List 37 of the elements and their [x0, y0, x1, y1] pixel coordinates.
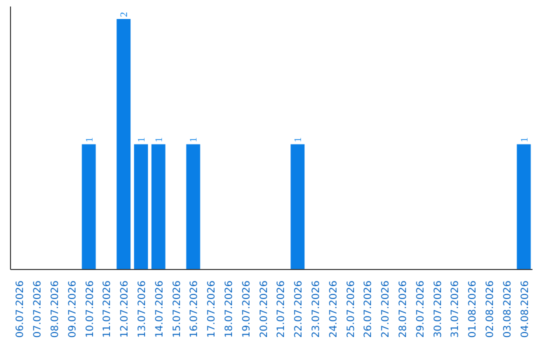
x-tick-label: 06.07.2026: [15, 280, 26, 338]
x-tick-label: 24.07.2026: [328, 280, 340, 338]
x-tick-label: 15.07.2026: [172, 280, 183, 338]
x-tick-label: 28.07.2026: [398, 280, 409, 338]
x-tick-label: 08.07.2026: [50, 280, 61, 338]
data-label: 1: [84, 137, 96, 142]
x-tick-label: 20.07.2026: [258, 280, 270, 338]
data-label: 1: [136, 137, 148, 142]
x-tick-label: 22.07.2026: [294, 280, 305, 338]
x-tick-label: 11.07.2026: [102, 280, 114, 338]
x-tick-label: 01.08.2026: [468, 280, 479, 338]
x-tick-label: 03.08.2026: [502, 280, 514, 338]
x-tick-label: 25.07.2026: [346, 280, 357, 338]
x-tick-label: 09.07.2026: [67, 280, 78, 338]
x-tick-label: 10.07.2026: [84, 280, 96, 338]
x-tick-label: 19.07.2026: [241, 280, 252, 338]
x-tick-label: 18.07.2026: [224, 280, 235, 338]
x-tick-label: 29.07.2026: [415, 280, 426, 338]
data-label: 1: [519, 137, 530, 142]
x-tick-label: 13.07.2026: [137, 280, 148, 338]
x-tick-label: 02.08.2026: [485, 280, 496, 338]
x-tick-label: 23.07.2026: [311, 280, 322, 338]
x-tick-label: 17.07.2026: [206, 280, 218, 338]
x-tick-label: 27.07.2026: [380, 280, 392, 338]
data-label: 2: [119, 12, 130, 18]
data-label: 1: [188, 137, 200, 142]
x-tick-label: 04.08.2026: [520, 280, 531, 338]
x-tick-label: 30.07.2026: [432, 280, 444, 338]
x-tick-label: 31.07.2026: [450, 280, 462, 338]
data-label: 1: [293, 137, 304, 142]
x-tick-label: 07.07.2026: [32, 280, 44, 338]
x-tick-label: 26.07.2026: [363, 280, 374, 338]
x-tick-label: 21.07.2026: [276, 280, 288, 338]
x-tick-label: 12.07.2026: [120, 280, 131, 338]
data-label: 1: [154, 137, 165, 142]
x-tick-label: 14.07.2026: [154, 280, 166, 338]
x-tick-label: 16.07.2026: [189, 280, 200, 338]
